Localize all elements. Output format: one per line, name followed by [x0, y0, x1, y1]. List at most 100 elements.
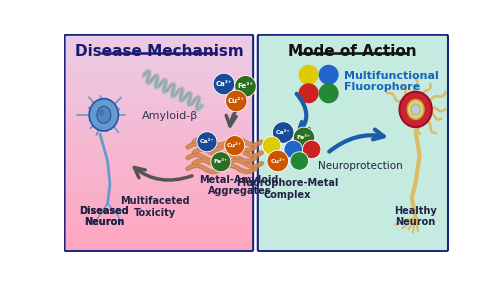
Bar [66, 171, 252, 175]
Ellipse shape [98, 109, 104, 116]
Bar [66, 221, 252, 225]
Circle shape [226, 90, 247, 112]
Bar [66, 239, 252, 243]
FancyBboxPatch shape [258, 35, 448, 251]
Bar [66, 139, 252, 143]
Bar [66, 132, 252, 136]
Bar [66, 36, 252, 40]
Bar [66, 90, 252, 93]
Circle shape [298, 83, 318, 103]
Bar [66, 189, 252, 193]
Text: Diseased
Neuron: Diseased Neuron [79, 206, 128, 227]
Bar [66, 107, 252, 111]
Bar [66, 50, 252, 54]
Circle shape [224, 136, 244, 156]
Bar [66, 232, 252, 235]
Circle shape [298, 65, 318, 85]
Bar [66, 79, 252, 82]
Bar [66, 115, 252, 118]
Text: Disease Mechanism: Disease Mechanism [75, 44, 243, 59]
Bar [66, 161, 252, 164]
Text: Fluorophore-Metal
Complex: Fluorophore-Metal Complex [236, 178, 338, 200]
Ellipse shape [97, 106, 110, 123]
Bar [66, 58, 252, 61]
Bar [66, 111, 252, 115]
Text: Fe³⁺: Fe³⁺ [238, 83, 254, 89]
Circle shape [284, 140, 302, 159]
Text: Fe³⁺: Fe³⁺ [297, 135, 311, 140]
Circle shape [318, 65, 338, 85]
Bar [66, 75, 252, 79]
Bar [66, 97, 252, 100]
Ellipse shape [89, 99, 118, 131]
Text: Multifaceted
Toxicity: Multifaceted Toxicity [120, 196, 190, 218]
Bar [66, 214, 252, 218]
Circle shape [318, 83, 338, 103]
Bar [66, 228, 252, 232]
Text: Ca²⁺: Ca²⁺ [276, 130, 290, 135]
Bar [66, 143, 252, 147]
Bar [66, 65, 252, 68]
Bar [66, 72, 252, 75]
Bar [66, 196, 252, 200]
Circle shape [272, 122, 294, 143]
Ellipse shape [400, 92, 432, 127]
Circle shape [290, 152, 308, 170]
Bar [66, 136, 252, 139]
Bar [66, 211, 252, 214]
Ellipse shape [407, 99, 424, 119]
Bar [66, 186, 252, 189]
Text: Multifunctional
Fluorophore: Multifunctional Fluorophore [344, 71, 439, 93]
Bar [66, 218, 252, 221]
Bar [66, 154, 252, 157]
Text: Diseased
Neuron: Diseased Neuron [79, 206, 128, 227]
Bar [66, 200, 252, 203]
Bar [66, 225, 252, 228]
Bar [66, 47, 252, 50]
Bar [66, 243, 252, 246]
Bar [66, 168, 252, 171]
Text: Cu²⁺: Cu²⁺ [228, 98, 244, 104]
Text: Neuroprotection: Neuroprotection [318, 161, 402, 171]
Bar [66, 147, 252, 150]
Circle shape [293, 127, 315, 149]
Circle shape [234, 76, 256, 97]
Bar [66, 122, 252, 125]
Bar [66, 150, 252, 154]
Circle shape [197, 132, 217, 152]
Bar [66, 104, 252, 107]
Circle shape [213, 73, 234, 95]
Bar [66, 129, 252, 132]
Bar [66, 118, 252, 122]
Ellipse shape [411, 104, 420, 115]
Bar [66, 54, 252, 58]
Bar [66, 40, 252, 43]
FancyBboxPatch shape [64, 35, 253, 251]
Bar [66, 235, 252, 239]
Bar [66, 93, 252, 97]
Bar [66, 203, 252, 207]
Bar [66, 182, 252, 186]
Bar [66, 61, 252, 65]
Text: Amyloid-β: Amyloid-β [142, 111, 198, 121]
Circle shape [211, 152, 231, 172]
Bar [66, 179, 252, 182]
Bar [66, 193, 252, 196]
Text: Cu²⁺: Cu²⁺ [270, 158, 285, 164]
Text: Cu²⁺: Cu²⁺ [227, 143, 242, 148]
Text: Metal-Amyloid
Aggregates: Metal-Amyloid Aggregates [200, 175, 279, 196]
Bar [66, 100, 252, 104]
Text: Ca²⁺: Ca²⁺ [200, 139, 214, 144]
Bar [66, 175, 252, 179]
Bar [66, 246, 252, 250]
Bar [66, 68, 252, 72]
Bar [66, 164, 252, 168]
Bar [66, 82, 252, 86]
Bar [66, 86, 252, 90]
Circle shape [302, 140, 321, 159]
Bar [66, 43, 252, 47]
Text: Mode of Action: Mode of Action [288, 44, 417, 59]
Bar [66, 125, 252, 129]
Circle shape [262, 136, 281, 155]
Bar [66, 157, 252, 161]
